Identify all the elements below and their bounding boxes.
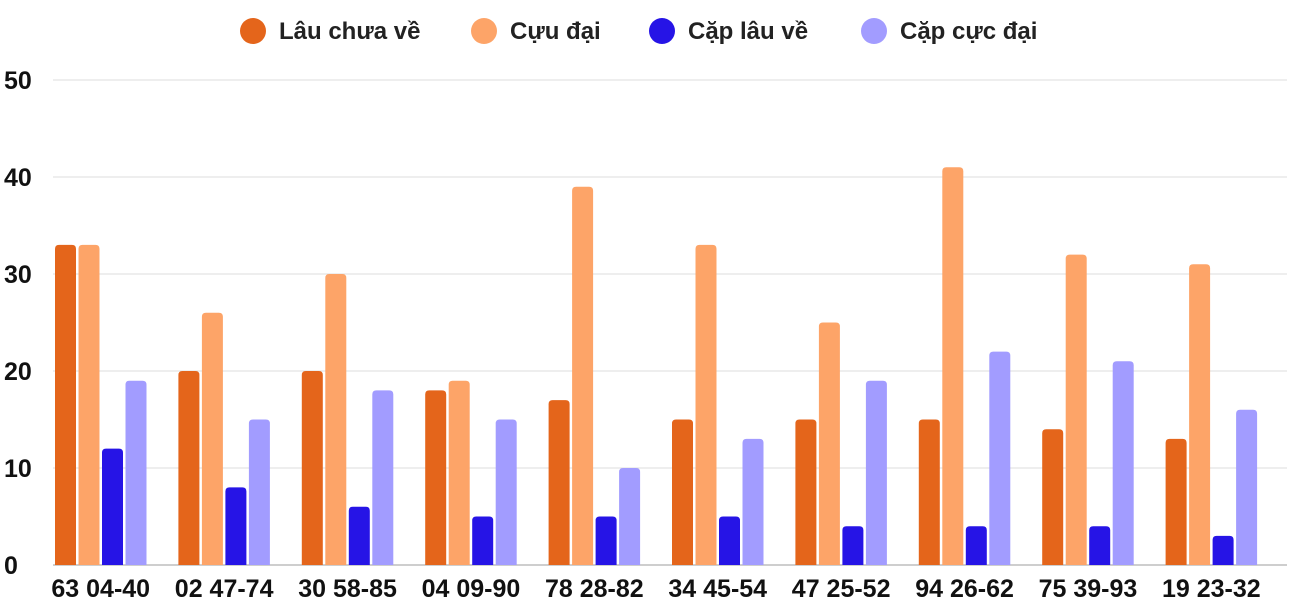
x-category-label: 63 04-40 — [51, 575, 150, 600]
x-category-label: 94 26-62 — [915, 575, 1014, 600]
bar-1-cat-8 — [918, 419, 940, 565]
bar-1-cat-6 — [672, 419, 693, 565]
y-axis: 0 10 20 30 40 50 — [4, 67, 32, 580]
bar-4-cat-3 — [372, 390, 394, 565]
bar-1-cat-4 — [425, 390, 447, 565]
bar-4-cat-7 — [865, 380, 887, 565]
bar-3-cat-8 — [965, 526, 987, 565]
x-category-label: 04 09-90 — [422, 575, 521, 600]
bar-2-cat-6 — [695, 244, 717, 565]
y-tick-label: 50 — [4, 67, 32, 95]
x-category-label: 78 28-82 — [545, 575, 644, 600]
x-category-label: 30 58-85 — [298, 575, 397, 600]
bar-2-cat-7 — [818, 322, 840, 565]
bar-2-cat-5 — [572, 186, 594, 565]
bar-3-cat-1 — [102, 448, 123, 565]
y-tick-label: 40 — [4, 164, 32, 192]
bar-3-cat-7 — [842, 526, 864, 565]
bar-1-cat-7 — [795, 419, 817, 565]
bar-2-cat-4 — [448, 380, 470, 565]
legend-label: Cặp cực đại — [900, 18, 1037, 45]
bar-3-cat-9 — [1089, 526, 1111, 565]
bar-3-cat-6 — [719, 516, 740, 565]
bar-1-cat-5 — [548, 400, 570, 565]
legend-swatch — [861, 18, 887, 44]
x-category-label: 34 45-54 — [668, 575, 767, 600]
bar-2-cat-8 — [942, 167, 964, 566]
legend-swatch — [240, 18, 266, 44]
legend-label: Cặp lâu về — [688, 18, 808, 45]
x-category-label: 47 25-52 — [792, 575, 891, 600]
bar-4-cat-1 — [125, 380, 147, 565]
bar-4-cat-8 — [989, 351, 1011, 565]
bar-4-cat-6 — [742, 438, 764, 565]
bar-2-cat-10 — [1189, 264, 1211, 565]
bar-4-cat-4 — [495, 419, 517, 565]
legend-swatch — [471, 18, 497, 44]
bar-4-cat-9 — [1112, 361, 1134, 565]
bar-2-cat-9 — [1065, 254, 1087, 565]
y-tick-label: 0 — [4, 552, 18, 580]
bar-2-cat-1 — [78, 244, 100, 565]
legend-label: Lâu chưa về — [279, 18, 420, 45]
bar-3-cat-5 — [595, 516, 617, 565]
bar-3-cat-2 — [225, 487, 247, 565]
x-category-label: 19 23-32 — [1162, 575, 1261, 600]
bar-4-cat-2 — [248, 419, 270, 565]
bar-3-cat-3 — [348, 506, 370, 565]
bar-4-cat-5 — [619, 468, 641, 565]
bar-4-cat-10 — [1236, 409, 1258, 565]
bar-3-cat-10 — [1212, 535, 1234, 565]
x-axis: 63 04-40 02 47-74 30 58-85 04 09-90 78 28-82… — [51, 575, 1260, 600]
x-category-label: 02 47-74 — [175, 575, 274, 600]
legend-swatch — [649, 18, 675, 44]
y-tick-label: 10 — [4, 455, 32, 483]
bar-3-cat-4 — [472, 516, 494, 565]
bar-1-cat-10 — [1165, 438, 1187, 565]
bar-1-cat-9 — [1042, 429, 1064, 565]
bar-1-cat-3 — [301, 371, 323, 565]
y-tick-label: 30 — [4, 261, 32, 289]
legend-label: Cựu đại — [510, 18, 601, 45]
bar-2-cat-2 — [201, 312, 223, 565]
y-tick-label: 20 — [4, 358, 32, 386]
bars — [55, 167, 1258, 566]
bar-2-cat-3 — [325, 274, 347, 565]
bar-1-cat-1 — [55, 244, 76, 565]
bar-1-cat-2 — [178, 371, 200, 565]
x-category-label: 75 39-93 — [1039, 575, 1138, 600]
legend: Lâu chưa về Cựu đại Cặp lâu về Cặp cực đại — [240, 18, 1037, 45]
